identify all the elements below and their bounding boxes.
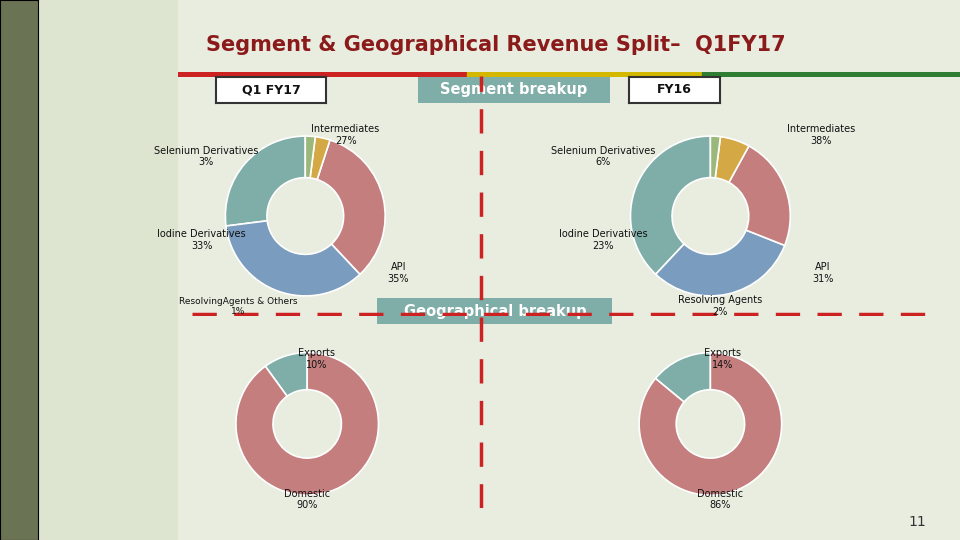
Wedge shape xyxy=(729,146,790,245)
Text: Domestic
86%: Domestic 86% xyxy=(697,489,743,510)
Text: Segment breakup: Segment breakup xyxy=(440,82,588,97)
Text: Selenium Derivatives
6%: Selenium Derivatives 6% xyxy=(551,146,655,167)
Text: Intermediates
38%: Intermediates 38% xyxy=(786,124,855,146)
Wedge shape xyxy=(265,353,307,396)
Text: API
31%: API 31% xyxy=(812,262,833,284)
Text: Q1 FY17: Q1 FY17 xyxy=(242,83,300,96)
Text: Domestic
90%: Domestic 90% xyxy=(284,489,330,510)
Wedge shape xyxy=(236,353,378,495)
Text: Geographical breakup: Geographical breakup xyxy=(403,303,587,319)
Wedge shape xyxy=(715,137,749,183)
Wedge shape xyxy=(656,353,710,402)
Wedge shape xyxy=(639,353,781,495)
Wedge shape xyxy=(226,221,360,296)
Text: Exports
10%: Exports 10% xyxy=(299,348,335,370)
Bar xyxy=(178,72,468,77)
Wedge shape xyxy=(710,136,720,178)
Text: Resolving Agents
2%: Resolving Agents 2% xyxy=(678,295,762,317)
Wedge shape xyxy=(631,136,710,274)
Wedge shape xyxy=(226,136,305,226)
Text: ResolvingAgents & Others
1%: ResolvingAgents & Others 1% xyxy=(179,297,298,316)
Wedge shape xyxy=(310,137,330,179)
Text: Iodine Derivatives
23%: Iodine Derivatives 23% xyxy=(559,230,647,251)
Text: FY16: FY16 xyxy=(657,83,692,96)
Text: Intermediates
27%: Intermediates 27% xyxy=(311,124,380,146)
Bar xyxy=(702,72,960,77)
Wedge shape xyxy=(305,136,315,178)
Text: Selenium Derivatives
3%: Selenium Derivatives 3% xyxy=(155,146,258,167)
Text: 11: 11 xyxy=(909,516,926,530)
Bar xyxy=(468,72,702,77)
Wedge shape xyxy=(656,230,784,296)
Text: Iodine Derivatives
33%: Iodine Derivatives 33% xyxy=(157,230,246,251)
Text: Exports
14%: Exports 14% xyxy=(705,348,741,370)
Text: Segment & Geographical Revenue Split–  Q1FY17: Segment & Geographical Revenue Split– Q1… xyxy=(206,35,786,55)
Wedge shape xyxy=(317,140,385,274)
Text: API
35%: API 35% xyxy=(388,262,409,284)
